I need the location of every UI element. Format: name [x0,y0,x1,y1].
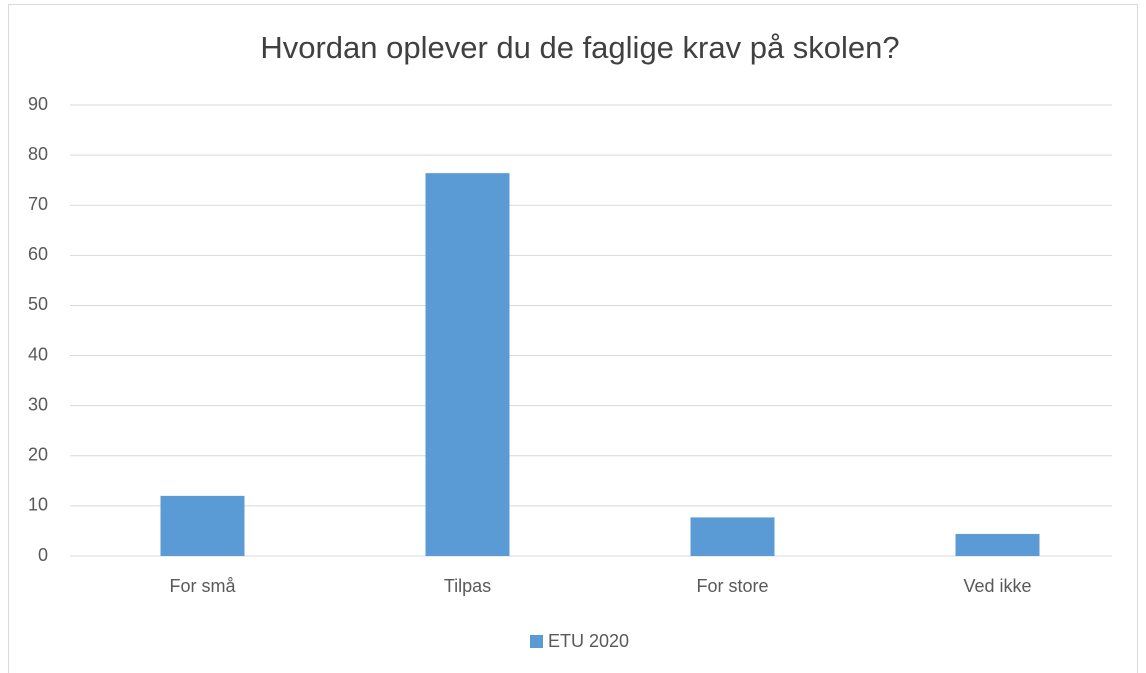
y-tick-label: 70 [28,194,48,214]
bar [425,173,510,556]
bar [955,533,1040,556]
chart-border [8,4,1138,673]
y-tick-label: 60 [28,244,48,264]
y-tick-label: 30 [28,394,48,414]
y-tick-label: 20 [28,445,48,465]
y-tick-label: 50 [28,294,48,314]
bar [690,517,775,556]
x-tick-label: Tilpas [444,576,491,596]
x-tick-label: Ved ikke [963,576,1031,596]
x-tick-label: For små [169,576,236,596]
y-tick-label: 90 [28,94,48,114]
x-tick-label: For store [696,576,768,596]
y-tick-label: 80 [28,144,48,164]
legend-label: ETU 2020 [548,631,629,651]
y-tick-label: 40 [28,344,48,364]
y-tick-label: 0 [38,545,48,565]
chart-title: Hvordan oplever du de faglige krav på sk… [260,30,899,65]
legend-swatch [530,635,543,648]
y-tick-label: 10 [28,495,48,515]
bar [160,495,245,556]
